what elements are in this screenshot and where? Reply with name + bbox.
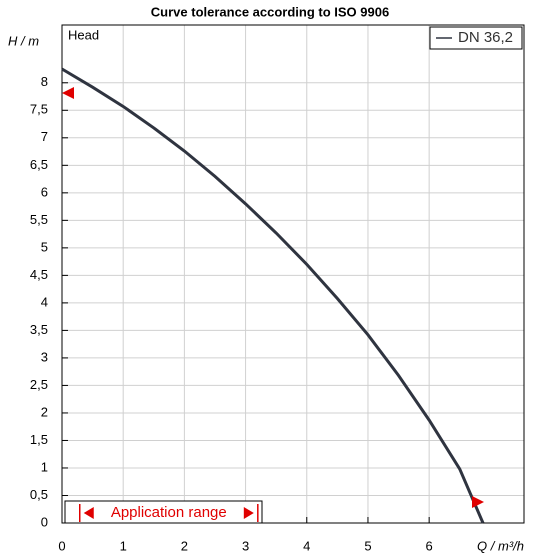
y-axis-label: H / m — [8, 33, 39, 48]
y-tick-label: 6 — [41, 184, 48, 199]
range-arrow — [243, 507, 254, 519]
y-tick-label: 7,5 — [30, 102, 48, 117]
chart-title: Curve tolerance according to ISO 9906 — [151, 4, 389, 19]
x-tick-label: 6 — [426, 538, 433, 553]
tolerance-marker — [472, 496, 484, 508]
tolerance-marker — [62, 87, 74, 99]
curve-label: Head — [68, 27, 99, 42]
y-tick-label: 4 — [41, 294, 48, 309]
x-tick-label: 1 — [120, 538, 127, 553]
curve — [61, 67, 485, 524]
x-axis-label: Q / m³/h — [477, 538, 524, 553]
range-arrow — [83, 507, 94, 519]
y-tick-label: 0,5 — [30, 487, 48, 502]
y-tick-label: 0 — [41, 514, 48, 529]
y-tick-label: 1 — [41, 459, 48, 474]
y-tick-label: 6,5 — [30, 157, 48, 172]
x-tick-label: 3 — [242, 538, 249, 553]
x-tick-label: 5 — [364, 538, 371, 553]
x-tick-label: 4 — [303, 538, 310, 553]
y-tick-label: 8 — [41, 74, 48, 89]
annotation-box — [64, 500, 263, 524]
y-tick-label: 5,5 — [30, 212, 48, 227]
y-tick-label: 2 — [41, 404, 48, 419]
legend-box — [429, 26, 523, 50]
y-tick-label: 7 — [41, 129, 48, 144]
x-tick-label: 2 — [181, 538, 188, 553]
y-tick-label: 2,5 — [30, 377, 48, 392]
y-tick-label: 1,5 — [30, 432, 48, 447]
x-tick-label: 0 — [58, 538, 65, 553]
y-tick-label: 4,5 — [30, 267, 48, 282]
y-tick-label: 3,5 — [30, 322, 48, 337]
y-tick-label: 3 — [41, 349, 48, 364]
plot-frame — [61, 24, 525, 524]
legend-entry: DN 36,2 — [458, 29, 513, 46]
y-tick-label: 5 — [41, 239, 48, 254]
annotation: Application range — [111, 504, 227, 521]
